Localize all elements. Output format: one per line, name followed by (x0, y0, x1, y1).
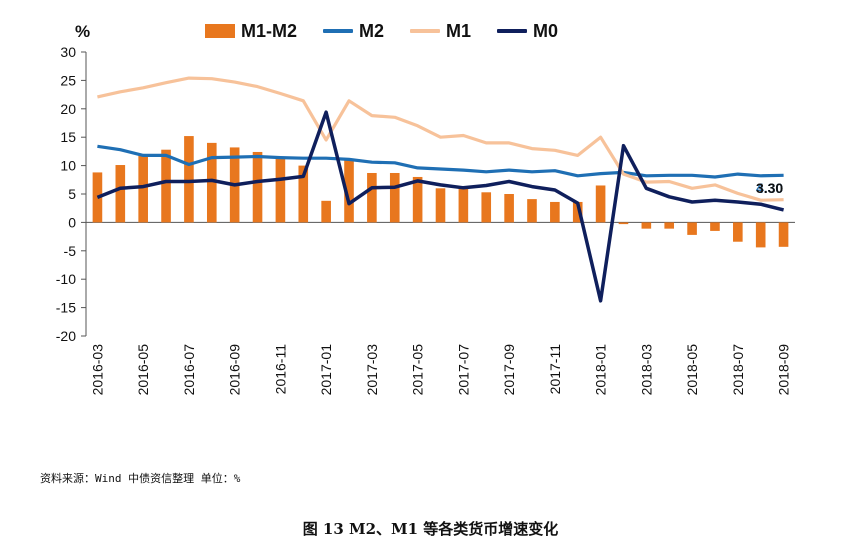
bar-m1-m2 (618, 222, 629, 225)
chart-legend: M1-M2 M2 M1 M0 (205, 18, 584, 44)
legend-item-m1: M1 (410, 21, 471, 42)
legend-label-m1: M1 (446, 20, 472, 41)
legend-swatch-m0 (497, 29, 528, 33)
x-tick-label: 2017-03 (364, 344, 380, 396)
source-note: 资料来源：Wind 中债资信整理 单位：% (40, 472, 241, 485)
legend-item-m2: M2 (323, 21, 384, 42)
x-tick-label: 2016-03 (89, 344, 105, 396)
bar-m1-m2 (344, 160, 354, 223)
y-tick-label: 5 (68, 186, 76, 202)
bar-m1-m2 (161, 149, 171, 223)
x-tick-label: 2018-01 (593, 344, 609, 396)
legend-swatch-m1-m2 (205, 24, 235, 38)
legend-label-m2: M2 (359, 20, 385, 41)
y-tick-label: -15 (56, 300, 76, 316)
x-tick-label: 2018-07 (730, 344, 746, 396)
x-tick-label: 2017-09 (501, 344, 517, 396)
bar-m1-m2 (527, 199, 537, 223)
legend-label-m0: M0 (533, 20, 559, 41)
bar-m1-m2 (710, 222, 720, 231)
bar-m1-m2 (687, 222, 697, 235)
legend-swatch-m1 (410, 29, 441, 33)
legend-item-m0: M0 (497, 21, 558, 42)
legend-item-m1-m2: M1-M2 (205, 21, 297, 42)
bar-m1-m2 (572, 201, 583, 223)
bar-m1-m2 (481, 192, 492, 223)
y-tick-label: -10 (56, 271, 76, 287)
y-unit-label: % (75, 22, 91, 41)
bar-m1-m2 (641, 222, 652, 229)
bar-m1-m2 (275, 158, 286, 223)
series-line-m1 (97, 76, 784, 202)
money-growth-chart: 30 25 20 15 10 5 0 -5 -10 -15 -20 4.303.30 2016-03 20… (56, 44, 795, 396)
end-value-label: 4.30 (756, 180, 783, 196)
y-tick-label: 20 (60, 101, 76, 117)
legend-swatch-m2 (323, 29, 354, 33)
bar-m1-m2 (115, 165, 126, 223)
y-tick-label: 30 (60, 44, 76, 60)
bar-m1-m2 (206, 142, 217, 223)
x-tick-label: 2017-01 (318, 344, 334, 396)
bar-m1-m2 (458, 187, 469, 223)
bar-m1-m2 (389, 172, 400, 223)
bar-m1-m2 (138, 155, 148, 223)
x-tick-label: 2016-11 (272, 344, 288, 395)
x-tick-label: 2017-05 (410, 344, 426, 396)
bar-m1-m2 (298, 165, 309, 223)
y-tick-label: -5 (64, 243, 77, 259)
x-tick-label: 2018-09 (776, 344, 792, 396)
bar-m1-m2 (184, 136, 194, 223)
y-tick-label: -20 (56, 328, 76, 344)
y-tick-label: 15 (60, 129, 76, 145)
bar-m1-m2 (435, 188, 446, 223)
bar-m1-m2 (321, 200, 331, 223)
bar-m1-m2 (778, 222, 789, 247)
y-tick-label: 25 (60, 72, 76, 88)
bar-m1-m2 (595, 185, 606, 223)
y-tick-label: 0 (68, 214, 76, 230)
bar-m1-m2 (504, 194, 514, 223)
bar-m1-m2 (367, 172, 377, 223)
bar-m1-m2 (733, 222, 743, 242)
series-line-m2 (97, 144, 784, 179)
x-tick-label: 2016-07 (181, 344, 197, 396)
x-tick-label: 2016-05 (135, 344, 151, 396)
x-tick-label: 2017-07 (455, 344, 471, 396)
end-value-label: 3.30 (756, 180, 783, 196)
x-tick-label: 2016-09 (227, 344, 243, 396)
legend-label-m1-m2: M1-M2 (241, 20, 298, 41)
x-tick-label: 2017-11 (547, 344, 563, 395)
bar-m1-m2 (412, 176, 423, 223)
x-tick-label: 2018-03 (638, 344, 654, 396)
x-tick-label: 2018-05 (684, 344, 700, 396)
bar-m1-m2 (664, 222, 675, 229)
series-line-m0 (96, 110, 785, 303)
bar-m1-m2 (550, 201, 560, 223)
bar-m1-m2 (755, 222, 766, 248)
bar-m1-m2 (252, 151, 263, 223)
y-tick-label: 10 (60, 158, 76, 174)
figure-caption: 图 13 M2、M1 等各类货币增速变化 (302, 520, 559, 538)
